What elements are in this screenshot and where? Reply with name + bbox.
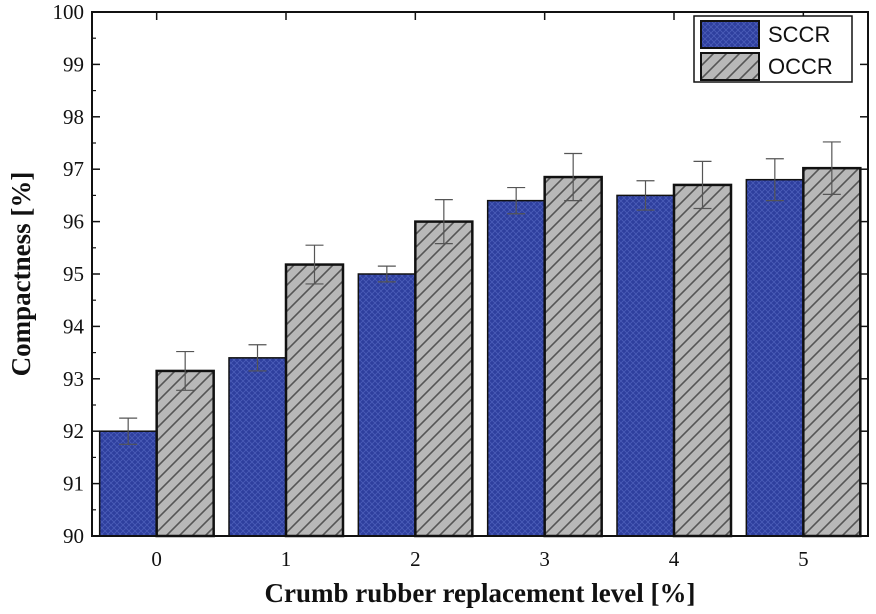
bar-occr-2 (414, 220, 474, 538)
bar-occr-4 (672, 183, 733, 538)
y-tick-label: 96 (63, 210, 84, 234)
bar-sccr-5 (745, 178, 805, 537)
x-tick-label: 1 (281, 547, 292, 571)
y-tick-label: 99 (63, 52, 84, 76)
x-tick-label: 3 (539, 547, 550, 571)
bars (98, 166, 862, 538)
x-tick-label: 5 (798, 547, 809, 571)
legend-swatch-sccr (700, 20, 760, 49)
bar-occr-3 (543, 175, 603, 538)
legend-label-occr: OCCR (768, 54, 833, 79)
y-tick-label: 100 (53, 0, 85, 24)
legend-label-sccr: SCCR (768, 22, 830, 47)
bar-occr-5 (802, 166, 862, 538)
y-axis-title: Compactness [%] (6, 172, 36, 377)
x-tick-label: 4 (669, 547, 680, 571)
y-tick-label: 90 (63, 524, 84, 548)
bar-sccr-3 (486, 199, 546, 537)
x-axis: 0 1 2 3 4 5 (151, 12, 809, 571)
y-axis: 90 91 92 93 94 95 96 97 98 99 100 (53, 0, 868, 548)
bar-sccr-4 (616, 194, 675, 537)
bar-occr-1 (284, 263, 345, 538)
y-tick-label: 91 (63, 472, 84, 496)
bar-occr-0 (155, 369, 215, 538)
bar-sccr-0 (98, 430, 158, 537)
y-tick-label: 98 (63, 105, 84, 129)
x-tick-label: 2 (410, 547, 421, 571)
legend: SCCR OCCR (693, 15, 853, 83)
y-tick-label: 97 (63, 157, 84, 181)
y-tick-label: 95 (63, 262, 84, 286)
y-tick-label: 93 (63, 367, 84, 391)
bar-sccr-2 (357, 273, 417, 537)
y-tick-label: 94 (63, 314, 85, 338)
x-axis-title: Crumb rubber replacement level [%] (265, 578, 696, 608)
plot-area (92, 12, 868, 536)
legend-swatch-occr (700, 52, 760, 81)
x-tick-label: 0 (151, 547, 162, 571)
bar-sccr-1 (228, 357, 287, 537)
y-tick-label: 92 (63, 419, 84, 443)
error-bars (119, 141, 841, 445)
